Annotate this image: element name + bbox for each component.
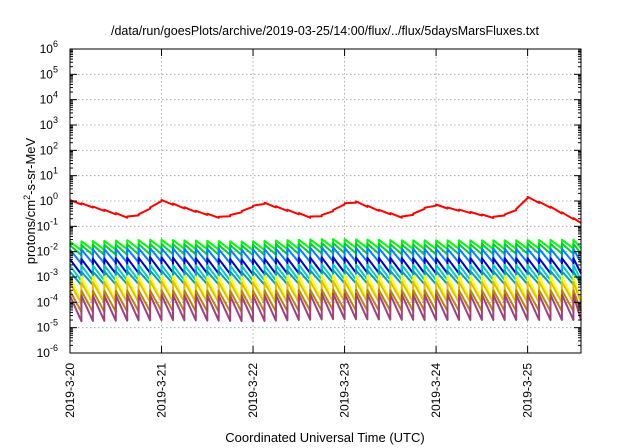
- y-tick-label: 10-1: [37, 216, 58, 233]
- y-tick-exponent: -2: [50, 242, 58, 252]
- y-tick-base: 10: [37, 219, 51, 233]
- series-line-9: [69, 280, 582, 305]
- y-tick-base: 10: [40, 143, 54, 157]
- y-axis-label-rest: -s-sr-MeV: [23, 137, 38, 194]
- y-tick-exponent: 1: [53, 166, 58, 176]
- x-tick-label: 2019-3-23: [338, 363, 352, 418]
- y-tick-exponent: 2: [53, 140, 58, 150]
- y-tick-label: 105: [40, 64, 58, 81]
- y-tick-label: 100: [40, 191, 58, 208]
- x-tick-label: 2019-3-24: [429, 363, 443, 418]
- x-tick-label: 2019-3-21: [155, 363, 169, 418]
- series-line-2: [69, 238, 582, 252]
- y-tick-exponent: 6: [53, 39, 58, 49]
- series-line-6: [69, 263, 582, 282]
- y-tick-base: 10: [40, 42, 54, 56]
- y-tick-exponent: -1: [50, 216, 58, 226]
- y-tick-base: 10: [40, 93, 54, 107]
- series-line-10: [69, 288, 582, 313]
- series-line-5: [69, 256, 582, 276]
- series-line-1: [69, 195, 582, 224]
- y-tick-label: 104: [40, 90, 58, 107]
- chart-title: /data/run/goesPlots/archive/2019-03-25/1…: [111, 24, 540, 38]
- y-tick-base: 10: [40, 67, 54, 81]
- y-tick-base: 10: [37, 270, 51, 284]
- series-line-11: [69, 292, 582, 323]
- y-tick-label: 10-2: [37, 242, 58, 259]
- x-tick-label: 2019-3-20: [63, 363, 77, 418]
- y-tick-label: 10-6: [37, 343, 58, 360]
- y-tick-label: 106: [40, 39, 58, 56]
- y-tick-base: 10: [37, 346, 51, 360]
- series-line-3: [69, 242, 582, 257]
- y-tick-exponent: -4: [50, 292, 58, 302]
- y-tick-exponent: 4: [53, 90, 58, 100]
- y-tick-exponent: 3: [53, 115, 58, 125]
- y-tick-base: 10: [37, 295, 51, 309]
- y-tick-exponent: -5: [50, 318, 58, 328]
- y-axis-label: protons/cm2-s-sr-MeV: [22, 137, 38, 264]
- y-axis-ticks: 10-610-510-410-310-210-11001011021031041…: [37, 39, 581, 360]
- y-axis-label-main: protons/cm: [23, 200, 38, 264]
- y-tick-base: 10: [40, 118, 54, 132]
- y-tick-label: 102: [40, 140, 58, 157]
- y-tick-exponent: 0: [53, 191, 58, 201]
- series-line-4: [69, 246, 582, 265]
- y-tick-base: 10: [37, 245, 51, 259]
- y-tick-label: 101: [40, 166, 58, 183]
- series-line-7: [69, 269, 582, 287]
- x-axis-label: Coordinated Universal Time (UTC): [225, 430, 424, 445]
- y-tick-label: 103: [40, 115, 58, 132]
- y-tick-exponent: -6: [50, 343, 58, 353]
- y-tick-base: 10: [40, 169, 54, 183]
- x-tick-label: 2019-3-22: [246, 363, 260, 418]
- y-tick-label: 10-5: [37, 318, 58, 335]
- y-tick-exponent: -3: [50, 267, 58, 277]
- y-tick-base: 10: [37, 321, 51, 335]
- y-tick-label: 10-3: [37, 267, 58, 284]
- y-tick-label: 10-4: [37, 292, 58, 309]
- data-series: [69, 195, 582, 323]
- x-axis-ticks: 2019-3-20 2019-3-21 2019-3-22 2019-3-23 2019…: [63, 49, 535, 418]
- x-tick-label: 2019-3-25: [521, 363, 535, 418]
- y-tick-exponent: 5: [53, 64, 58, 74]
- y-tick-base: 10: [40, 194, 54, 208]
- y-axis-label-superscript: 2: [22, 195, 32, 200]
